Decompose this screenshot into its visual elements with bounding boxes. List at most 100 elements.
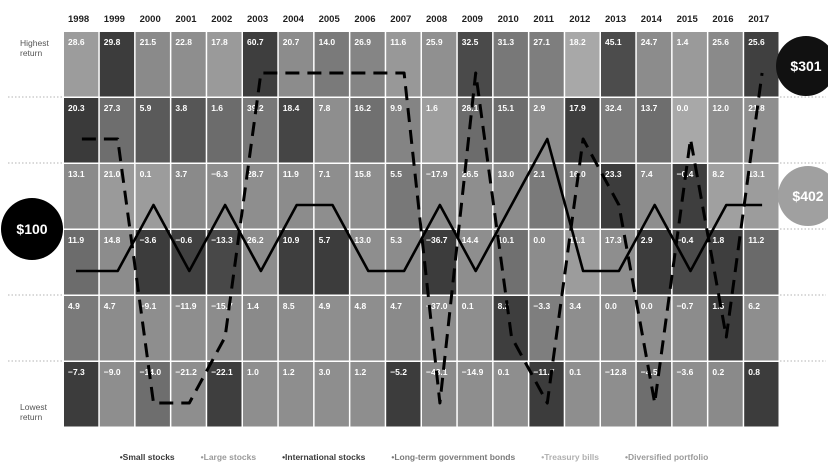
cell — [243, 296, 278, 361]
cell-value: 25.6 — [748, 37, 765, 47]
cell-value: 60.7 — [247, 37, 264, 47]
cell-value: 12.0 — [712, 103, 729, 113]
cell-value: −17.9 — [426, 169, 448, 179]
cell — [386, 230, 421, 295]
cell-value: −36.7 — [426, 235, 448, 245]
row-label-lowest: return — [20, 412, 42, 422]
cell — [744, 296, 779, 361]
year-label: 1998 — [68, 14, 89, 25]
cell — [672, 32, 707, 97]
cell — [744, 362, 779, 427]
cell — [565, 362, 600, 427]
cell — [565, 296, 600, 361]
cell-value: 0.0 — [533, 235, 545, 245]
cell-value: −13.3 — [211, 235, 233, 245]
end-value-label-1: $301 — [790, 58, 821, 74]
cell-value: 11.1 — [569, 235, 585, 245]
cell — [422, 164, 457, 229]
cell — [422, 296, 457, 361]
legend-item: •Diversified portfolio — [625, 452, 709, 462]
cell — [672, 230, 707, 295]
cell-value: −0.7 — [677, 301, 694, 311]
cell — [636, 164, 672, 229]
cell — [601, 32, 636, 97]
cell — [278, 98, 314, 163]
cell-value: −37.0 — [426, 301, 448, 311]
cell — [171, 230, 206, 295]
cell-value: −6.3 — [211, 169, 228, 179]
cell — [636, 230, 672, 295]
cell-value: 1.2 — [283, 367, 295, 377]
cell — [171, 98, 206, 163]
year-label: 2007 — [390, 14, 411, 25]
cell — [171, 164, 206, 229]
cell-value: 28.7 — [247, 169, 264, 179]
cell-value: −5.2 — [390, 367, 407, 377]
cell — [314, 362, 349, 427]
cell-value: 11.6 — [390, 37, 406, 47]
cell — [601, 98, 636, 163]
cell — [207, 362, 242, 427]
cell-value: 27.3 — [104, 103, 121, 113]
cell — [207, 164, 242, 229]
cell — [565, 32, 600, 97]
cell — [99, 296, 135, 361]
year-label: 2013 — [605, 14, 626, 25]
cell-value: −0.4 — [677, 235, 694, 245]
cell — [243, 362, 278, 427]
year-label: 2010 — [498, 14, 519, 25]
year-label: 2014 — [641, 14, 663, 25]
row-label-highest: Highest — [20, 38, 49, 48]
cell-value: 15.8 — [354, 169, 371, 179]
row-label-highest: return — [20, 48, 42, 58]
cell-value: 28.1 — [462, 103, 479, 113]
cell-value: 8.5 — [283, 301, 295, 311]
cell-value: 20.7 — [283, 37, 300, 47]
year-label: 2015 — [677, 14, 699, 25]
cell — [529, 98, 564, 163]
cell-value: 32.5 — [462, 37, 479, 47]
cell-value: 11.9 — [68, 235, 84, 245]
cell-value: 13.1 — [748, 169, 765, 179]
cell — [636, 98, 672, 163]
cell — [457, 230, 493, 295]
cell-value: 11.9 — [283, 169, 299, 179]
legend-item: •Small stocks — [119, 452, 175, 462]
legend-item: •Large stocks — [200, 452, 257, 462]
cell — [422, 32, 457, 97]
cell-value: 13.7 — [641, 103, 658, 113]
year-label: 2006 — [354, 14, 375, 25]
legend-item: •Long-term government bonds — [391, 452, 516, 462]
solid-portfolio-line — [76, 137, 763, 273]
cell-value: 26.5 — [462, 169, 479, 179]
cell — [457, 362, 493, 427]
cell-value: 0.0 — [641, 301, 653, 311]
cell — [636, 32, 672, 97]
cell-value: 45.1 — [605, 37, 622, 47]
cell-value: 1.2 — [354, 367, 366, 377]
cell — [601, 164, 636, 229]
cell-value: 1.4 — [247, 301, 259, 311]
cell — [350, 296, 385, 361]
cell-value: 17.3 — [605, 235, 622, 245]
cell-value: 0.1 — [498, 367, 510, 377]
cell-value: 4.7 — [104, 301, 116, 311]
cell — [278, 32, 314, 97]
cell-value: 3.0 — [319, 367, 331, 377]
cell — [314, 296, 349, 361]
cell — [422, 98, 457, 163]
cell — [708, 362, 743, 427]
cell-value: −22.1 — [211, 367, 233, 377]
cell — [99, 230, 135, 295]
cell-value: 0.2 — [712, 367, 724, 377]
cell-value: 3.4 — [569, 301, 581, 311]
cell-value: 14.4 — [462, 235, 479, 245]
cell — [278, 230, 314, 295]
cell-value: 0.1 — [569, 367, 581, 377]
cell-value: 15.1 — [498, 103, 515, 113]
year-label: 2001 — [175, 14, 197, 25]
cell — [744, 164, 779, 229]
cell-value: 4.9 — [319, 301, 331, 311]
cell — [672, 296, 707, 361]
cell — [278, 362, 314, 427]
